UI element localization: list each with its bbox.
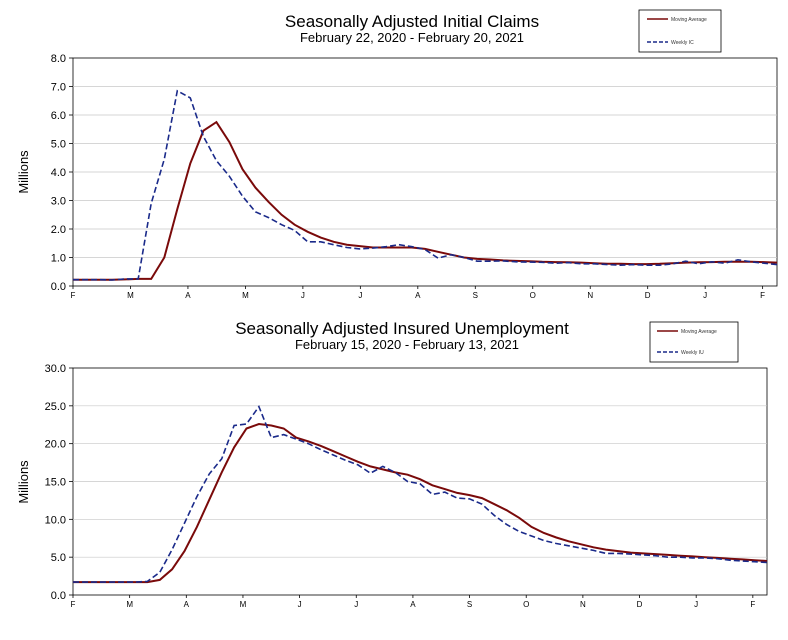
legend-label-moving-average: Moving Average (681, 329, 717, 335)
legend: Moving Average Weekly IU (649, 321, 739, 363)
legend-label-moving-average: Moving Average (671, 17, 707, 23)
x-tick-label: F (750, 600, 755, 609)
y-tick-label: 25.0 (45, 401, 66, 413)
x-tick-label: S (467, 600, 472, 609)
y-axis-label: Millions (16, 150, 31, 194)
y-axis-label: Millions (16, 460, 31, 504)
x-tick-label: M (127, 291, 134, 300)
y-tick-label: 0.0 (51, 281, 66, 293)
x-tick-label: D (645, 291, 651, 300)
y-tick-label: 30.0 (45, 363, 66, 375)
x-tick-label: M (126, 600, 133, 609)
chart-title: Seasonally Adjusted Insured Unemployment (235, 319, 569, 338)
insured-unemployment-chart: Seasonally Adjusted Insured Unemployment… (16, 319, 768, 609)
y-axis-ticks: 0.0 1.0 2.0 3.0 4.0 5.0 6.0 7.0 8.0 (51, 53, 73, 293)
y-axis-ticks: 0.0 5.0 10.0 15.0 20.0 25.0 30.0 (45, 363, 73, 602)
x-tick-label: D (637, 600, 643, 609)
y-tick-label: 15.0 (45, 477, 66, 489)
y-tick-label: 10.0 (45, 514, 66, 526)
chart-title: Seasonally Adjusted Initial Claims (285, 12, 539, 31)
x-tick-label: J (301, 291, 305, 300)
y-tick-label: 1.0 (51, 253, 66, 265)
y-tick-label: 6.0 (51, 110, 66, 122)
y-tick-label: 20.0 (45, 439, 66, 451)
x-tick-label: J (354, 600, 358, 609)
x-tick-label: A (185, 291, 191, 300)
legend: Moving Average Weekly IC (638, 9, 722, 53)
legend-box (638, 9, 722, 53)
y-tick-label: 0.0 (51, 590, 66, 602)
y-tick-label: 2.0 (51, 224, 66, 236)
initial-claims-chart: Seasonally Adjusted Initial Claims Febru… (16, 9, 778, 300)
chart-subtitle: February 15, 2020 - February 13, 2021 (295, 337, 519, 352)
legend-box (649, 321, 739, 363)
x-tick-label: J (703, 291, 707, 300)
gridlines (73, 86, 777, 258)
x-tick-label: A (415, 291, 421, 300)
series-line-moving-average (73, 120, 778, 281)
y-tick-label: 3.0 (51, 196, 66, 208)
x-tick-label: O (530, 291, 536, 300)
x-tick-label: M (240, 600, 247, 609)
x-tick-label: M (242, 291, 249, 300)
series-line-weekly-iu (73, 404, 768, 583)
x-tick-label: A (184, 600, 190, 609)
x-tick-label: J (358, 291, 362, 300)
series-line-moving-average (73, 422, 768, 584)
legend-label-weekly-ic: Weekly IC (671, 40, 694, 46)
y-tick-label: 7.0 (51, 82, 66, 94)
x-tick-label: F (71, 600, 76, 609)
x-tick-label: O (523, 600, 529, 609)
x-tick-label: J (694, 600, 698, 609)
gridlines (73, 405, 767, 558)
y-tick-label: 4.0 (51, 167, 66, 179)
y-tick-label: 5.0 (51, 552, 66, 564)
x-tick-label: A (410, 600, 416, 609)
x-tick-label: F (71, 291, 76, 300)
x-tick-label: N (587, 291, 593, 300)
y-tick-label: 5.0 (51, 139, 66, 151)
x-tick-label: F (760, 291, 765, 300)
x-tick-label: S (473, 291, 478, 300)
chart-subtitle: February 22, 2020 - February 20, 2021 (300, 30, 524, 45)
x-tick-label: N (580, 600, 586, 609)
legend-label-weekly-iu: Weekly IU (681, 350, 704, 356)
series-line-weekly-ic (73, 89, 778, 281)
x-tick-label: J (298, 600, 302, 609)
y-tick-label: 8.0 (51, 53, 66, 65)
